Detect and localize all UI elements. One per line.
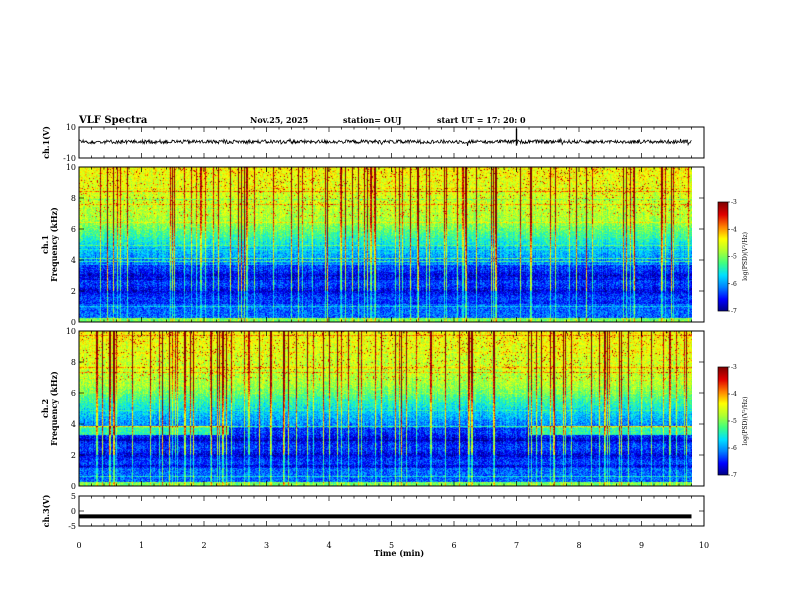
colorbar-tick-label: -5: [731, 254, 737, 261]
x-tick-label: 3: [264, 541, 269, 550]
y-tick-label: 0: [71, 482, 76, 491]
x-tick-label: 2: [201, 541, 206, 550]
colorbar-tick-label: -5: [731, 418, 737, 425]
start-time-label: start UT = 17: 20: 0: [437, 115, 526, 125]
y-tick-label: 4: [71, 420, 76, 429]
colorbar-label: log(PSD)(V²/Hz): [742, 232, 749, 281]
y-tick-label: 6: [71, 225, 76, 234]
spectrogram-panel-ch2: 0 2 4 6 8 10 ch.2 Frequency (kHz): [40, 327, 705, 491]
y-tick-label: 8: [71, 194, 76, 203]
colorbar-ch1: -3 -4 -5 -6 -7 log(PSD)(V²/Hz): [717, 199, 749, 315]
colorbar-tick-label: -3: [731, 364, 737, 371]
y-tick-label: 0: [71, 507, 76, 516]
y-axis-label: ch.1(V): [41, 126, 51, 159]
x-tick-label: 1: [139, 541, 144, 550]
colorbar-tick-label: -3: [731, 199, 737, 206]
spectrogram-panel-ch1: 0 2 4 6 8 10 ch.1 Frequency (kHz): [40, 163, 705, 327]
waveform-panel-ch1: 10 -10 ch.1(V): [41, 123, 705, 163]
y-tick-label: 2: [71, 287, 76, 296]
y-tick-label: 4: [71, 256, 76, 265]
y-tick-label: 10: [66, 327, 76, 336]
figure-title: VLF Spectra: [78, 115, 148, 126]
y-tick-label: 10: [66, 163, 76, 172]
y-tick-label: -10: [63, 154, 76, 163]
x-tick-label: 8: [576, 541, 581, 550]
x-tick-label: 10: [699, 541, 709, 550]
x-tick-label: 4: [326, 541, 331, 550]
colorbar-tick-label: -4: [731, 391, 737, 398]
x-tick-label: 7: [514, 541, 519, 550]
y-tick-label: 0: [71, 318, 76, 327]
colorbar-tick-label: -7: [731, 472, 737, 479]
colorbar-gradient: [718, 367, 728, 475]
station-label: station= OUJ: [343, 115, 402, 125]
spectrogram-image-ch2: [79, 331, 692, 486]
waveform-line-ch1: [78, 137, 692, 147]
y-axis-label-frequency: Frequency (kHz): [49, 207, 59, 282]
y-tick-label: 8: [71, 358, 76, 367]
date-label: Nov.25, 2025: [250, 115, 308, 125]
y-tick-label: 5: [71, 492, 76, 501]
y-tick-label: -5: [68, 522, 76, 531]
x-axis-label: Time (min): [374, 548, 424, 558]
y-axis-label-channel: ch.2: [40, 399, 50, 418]
y-tick-label: 10: [66, 123, 76, 132]
spectrogram-image-ch1: [79, 167, 692, 322]
x-tick-label: 5: [389, 541, 394, 550]
colorbar-label: log(PSD)(V²/Hz): [742, 397, 749, 446]
x-tick-label: 9: [639, 541, 644, 550]
y-tick-label: 6: [71, 389, 76, 398]
time-axis: Time (min) 0 1 2 3 4 5 6 7 8 9 10: [76, 541, 709, 558]
colorbar-ch2: -3 -4 -5 -6 -7 log(PSD)(V²/Hz): [717, 364, 749, 479]
y-axis-label-frequency: Frequency (kHz): [49, 371, 59, 446]
colorbar-tick-label: -6: [731, 281, 737, 288]
x-tick-label: 0: [76, 541, 81, 550]
x-tick-label: 6: [451, 541, 456, 550]
colorbar-tick-label: -4: [731, 226, 737, 233]
y-axis-label-channel: ch.1: [40, 235, 50, 254]
colorbar-tick-label: -6: [731, 445, 737, 452]
y-tick-label: 2: [71, 451, 76, 460]
y-axis-label: ch.3(V): [41, 494, 51, 527]
waveform-panel-ch3: 5 0 -5 ch.3(V): [41, 492, 705, 531]
colorbar-gradient: [718, 202, 728, 311]
colorbar-tick-label: -7: [731, 308, 737, 315]
